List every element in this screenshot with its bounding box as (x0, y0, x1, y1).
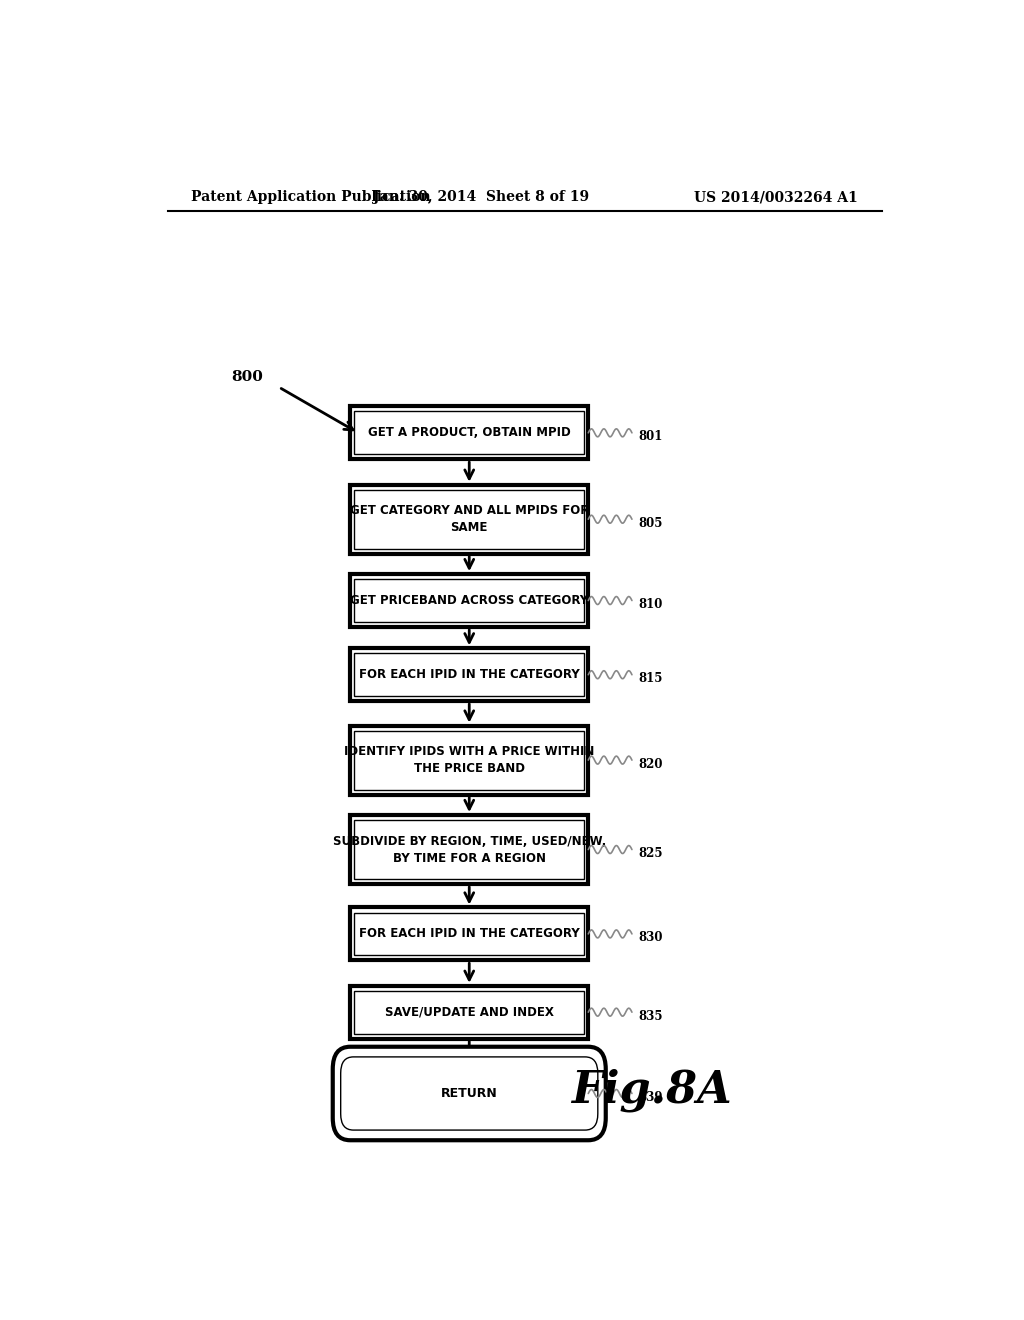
Text: US 2014/0032264 A1: US 2014/0032264 A1 (694, 190, 858, 205)
Text: GET A PRODUCT, OBTAIN MPID: GET A PRODUCT, OBTAIN MPID (368, 426, 570, 440)
FancyBboxPatch shape (333, 1047, 606, 1140)
Text: IDENTIFY IPIDS WITH A PRICE WITHIN
THE PRICE BAND: IDENTIFY IPIDS WITH A PRICE WITHIN THE P… (344, 744, 595, 775)
Text: 801: 801 (638, 430, 663, 444)
Text: SAVE/UPDATE AND INDEX: SAVE/UPDATE AND INDEX (385, 1006, 554, 1019)
Text: 815: 815 (638, 672, 663, 685)
FancyBboxPatch shape (350, 648, 588, 701)
FancyBboxPatch shape (350, 907, 588, 961)
FancyBboxPatch shape (354, 412, 585, 454)
Text: SUBDIVIDE BY REGION, TIME, USED/NEW,
BY TIME FOR A REGION: SUBDIVIDE BY REGION, TIME, USED/NEW, BY … (333, 834, 606, 865)
FancyBboxPatch shape (354, 731, 585, 789)
Text: 805: 805 (638, 517, 663, 529)
Text: Jan. 30, 2014  Sheet 8 of 19: Jan. 30, 2014 Sheet 8 of 19 (373, 190, 589, 205)
FancyBboxPatch shape (350, 986, 588, 1039)
FancyBboxPatch shape (350, 574, 588, 627)
FancyBboxPatch shape (350, 814, 588, 884)
FancyBboxPatch shape (354, 991, 585, 1034)
Text: 820: 820 (638, 758, 663, 771)
FancyBboxPatch shape (354, 579, 585, 622)
Text: Fig.8A: Fig.8A (571, 1069, 732, 1113)
Text: RETURN: RETURN (441, 1086, 498, 1100)
Text: 810: 810 (638, 598, 663, 611)
FancyBboxPatch shape (341, 1057, 598, 1130)
Text: 839: 839 (638, 1092, 663, 1104)
Text: GET PRICEBAND ACROSS CATEGORY: GET PRICEBAND ACROSS CATEGORY (350, 594, 589, 607)
Text: 800: 800 (231, 370, 263, 384)
FancyBboxPatch shape (350, 484, 588, 554)
FancyBboxPatch shape (354, 490, 585, 549)
FancyBboxPatch shape (350, 726, 588, 795)
Text: GET CATEGORY AND ALL MPIDS FOR
SAME: GET CATEGORY AND ALL MPIDS FOR SAME (349, 504, 589, 535)
Text: FOR EACH IPID IN THE CATEGORY: FOR EACH IPID IN THE CATEGORY (358, 928, 580, 940)
Text: Patent Application Publication: Patent Application Publication (191, 190, 431, 205)
FancyBboxPatch shape (354, 653, 585, 696)
FancyBboxPatch shape (354, 912, 585, 956)
Text: FOR EACH IPID IN THE CATEGORY: FOR EACH IPID IN THE CATEGORY (358, 668, 580, 681)
FancyBboxPatch shape (350, 407, 588, 459)
Text: 830: 830 (638, 932, 663, 945)
Text: 825: 825 (638, 847, 663, 861)
FancyBboxPatch shape (354, 820, 585, 879)
Text: 835: 835 (638, 1010, 663, 1023)
